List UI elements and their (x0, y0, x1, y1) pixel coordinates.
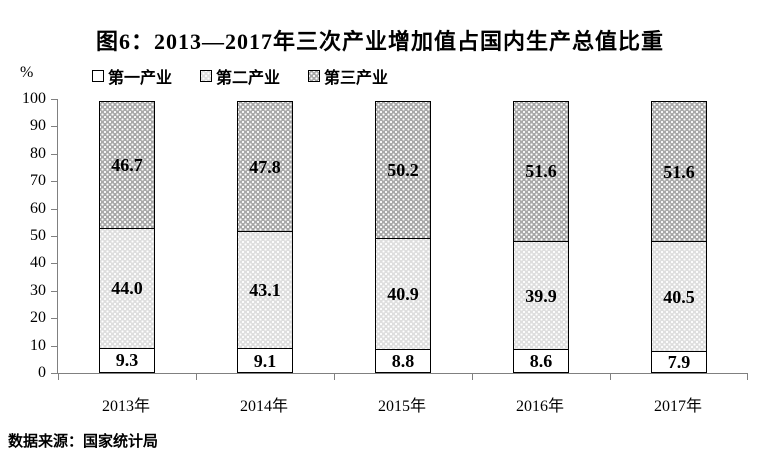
y-tick-mark (51, 290, 57, 292)
bar-segment-label: 9.3 (115, 350, 139, 371)
x-axis-labels: 2013年 2014年 2015年 2016年 2017年 (57, 392, 747, 416)
bar-segment-label: 8.8 (391, 350, 415, 371)
bar-segment-label: 46.7 (111, 155, 143, 175)
bar-segment-tertiary: 47.8 (237, 101, 293, 232)
y-tick-mark (51, 345, 57, 347)
legend-item-primary: 第一产业 (92, 64, 172, 88)
bar-segment-secondary: 39.9 (513, 241, 569, 351)
bar-column: 50.2 40.9 8.8 (375, 101, 431, 373)
y-tick-mark (51, 99, 57, 100)
x-category-label: 2013年 (101, 398, 150, 415)
legend-label: 第三产业 (324, 70, 389, 87)
bar-column: 47.8 43.1 9.1 (237, 101, 293, 373)
bar-segment-primary: 8.8 (375, 348, 431, 373)
legend-label: 第一产业 (108, 70, 173, 87)
bar-segment-label: 7.9 (667, 352, 691, 373)
bar-segment-label: 40.5 (663, 286, 695, 307)
bar-segment-tertiary: 51.6 (651, 101, 707, 243)
y-tick-label: 0 (38, 364, 46, 381)
source-note: 数据来源：国家统计局 (8, 433, 159, 450)
chart-legend: 第一产业 第二产业 第三产业 (92, 64, 388, 88)
y-tick-mark (51, 208, 57, 210)
bar-segment-label: 39.9 (525, 285, 557, 306)
primary-industry-swatch-icon (92, 70, 104, 82)
y-tick-label: 50 (30, 227, 46, 244)
bar-segment-label: 43.1 (249, 280, 281, 301)
secondary-industry-swatch-icon (200, 70, 213, 82)
y-tick-label: 20 (30, 309, 46, 327)
bar-segment-tertiary: 50.2 (375, 101, 431, 239)
bar-segment-label: 40.9 (387, 283, 419, 304)
bar-segment-secondary: 40.9 (375, 237, 431, 350)
y-tick-mark (51, 263, 57, 265)
bar-segment-label: 51.6 (525, 161, 557, 182)
y-tick-label: 90 (30, 117, 46, 135)
y-tick-label: 40 (30, 254, 46, 272)
y-tick-label: 10 (30, 336, 46, 354)
x-category-label: 2017年 (653, 398, 702, 415)
bar-segment-label: 47.8 (249, 156, 281, 177)
bar-segment-primary: 7.9 (651, 351, 707, 373)
y-tick-label: 30 (30, 281, 46, 299)
y-tick-mark (51, 181, 57, 183)
bar-column: 51.6 40.5 7.9 (651, 101, 707, 373)
y-tick-label: 100 (22, 90, 46, 107)
bar-segment-label: 50.2 (387, 160, 419, 181)
bar-segment-primary: 8.6 (513, 349, 569, 373)
bar-segment-secondary: 40.5 (651, 241, 707, 353)
tertiary-industry-swatch-icon (308, 70, 321, 82)
bar-segment-tertiary: 51.6 (513, 100, 569, 243)
bar-segment-label: 51.6 (663, 161, 695, 182)
bar-column: 46.7 44.0 9.3 (99, 101, 155, 373)
x-category-label: 2015年 (377, 398, 426, 415)
x-axis-tick (747, 374, 748, 380)
y-tick-mark (51, 236, 57, 237)
x-axis-tick (58, 374, 59, 380)
x-axis-tick (334, 374, 335, 380)
y-tick-mark (51, 318, 57, 320)
y-tick-label: 80 (30, 144, 46, 162)
plot-area: 46.7 44.0 9.3 47.8 43.1 9.1 50.2 40.9 8.8 51.6 39.… (51, 99, 748, 380)
legend-label: 第二产业 (216, 70, 281, 87)
x-category-label: 2014年 (239, 398, 288, 415)
bar-segment-primary: 9.3 (99, 347, 155, 373)
bar-column: 51.6 39.9 8.6 (513, 100, 569, 373)
bar-segment-label: 8.6 (529, 351, 553, 372)
x-category-label: 2016年 (515, 398, 564, 415)
y-tick-mark (51, 126, 57, 128)
bar-segment-secondary: 44.0 (99, 227, 155, 349)
bar-segment-label: 9.1 (253, 350, 277, 371)
bar-segment-label: 44.0 (111, 278, 143, 299)
y-axis-unit-label: % (20, 64, 34, 81)
x-axis-tick (472, 374, 473, 380)
figure-title: 图6：2013—2017年三次产业增加值占国内生产总值比重 (95, 29, 664, 54)
bar-segment-secondary: 43.1 (237, 231, 293, 350)
y-tick-mark (51, 373, 57, 374)
y-axis-labels: 0 10 20 30 40 50 60 70 80 90 100 (0, 91, 46, 381)
y-tick-mark (51, 153, 57, 155)
bar-segment-primary: 9.1 (237, 348, 293, 373)
legend-item-tertiary: 第三产业 (308, 64, 388, 88)
legend-item-secondary: 第二产业 (200, 64, 280, 88)
x-axis-tick (610, 374, 611, 380)
y-tick-label: 60 (30, 199, 46, 217)
x-axis-tick (196, 374, 197, 380)
y-tick-label: 70 (30, 172, 46, 190)
bar-segment-tertiary: 46.7 (99, 101, 155, 229)
